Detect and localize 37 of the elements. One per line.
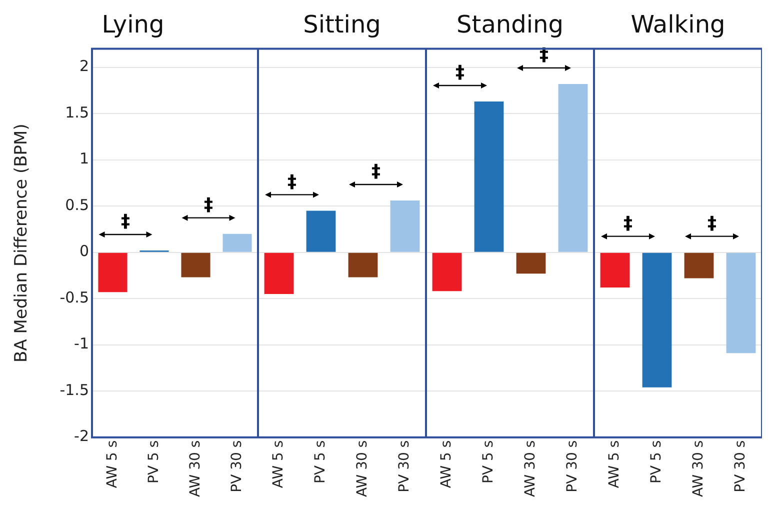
x-tick-label: AW 30 s bbox=[187, 440, 204, 498]
x-tick-label: PV 5 s bbox=[312, 440, 329, 484]
chart-title: Walking bbox=[630, 10, 726, 39]
x-tick-label: PV 30 s bbox=[228, 440, 245, 492]
annotation: ‡ bbox=[121, 211, 130, 232]
y-tick-label: -1 bbox=[74, 334, 89, 353]
y-tick-label: -0.5 bbox=[60, 288, 89, 306]
x-tick-label: AW 30 s bbox=[522, 440, 539, 498]
x-tick-label: PV 30 s bbox=[564, 440, 581, 492]
y-tick-label: -2 bbox=[74, 427, 89, 446]
y-tick-label: 2 bbox=[79, 57, 89, 76]
x-tick-label: AW 5 s bbox=[270, 440, 287, 488]
x-tick-label: AW 5 s bbox=[606, 440, 623, 488]
x-tick-label: PV 5 s bbox=[480, 440, 497, 484]
y-axis-title: BA Median Difference (BPM) bbox=[12, 124, 32, 362]
annotation: ‡ bbox=[288, 171, 296, 192]
x-tick-label: AW 30 s bbox=[354, 440, 371, 498]
x-tick-label: AW 30 s bbox=[690, 440, 707, 498]
x-tick-label: PV 5 s bbox=[648, 440, 665, 484]
y-tick-label: 0.5 bbox=[65, 196, 89, 214]
y-tick-label: 0 bbox=[79, 242, 89, 260]
y-tick-label: 1 bbox=[79, 150, 89, 168]
x-tick-label: PV 5 s bbox=[146, 440, 162, 484]
x-tick-label: AW 5 s bbox=[438, 440, 455, 488]
x-tick-label: AW 5 s bbox=[104, 440, 120, 488]
annotation: ‡ bbox=[624, 212, 632, 234]
chart-title: Lying bbox=[102, 10, 164, 39]
annotation: ‡ bbox=[372, 161, 380, 182]
annotation: ‡ bbox=[708, 212, 716, 234]
chart-title: Sitting bbox=[303, 10, 381, 39]
x-tick-label: PV 30 s bbox=[396, 440, 413, 492]
annotation: ‡ bbox=[456, 62, 464, 84]
y-tick-label: -1.5 bbox=[60, 380, 89, 399]
chart-title: Standing bbox=[456, 10, 564, 39]
x-tick-label: PV 30 s bbox=[732, 440, 749, 492]
y-tick-label: 1.5 bbox=[65, 103, 89, 122]
annotation: ‡ bbox=[204, 194, 213, 216]
